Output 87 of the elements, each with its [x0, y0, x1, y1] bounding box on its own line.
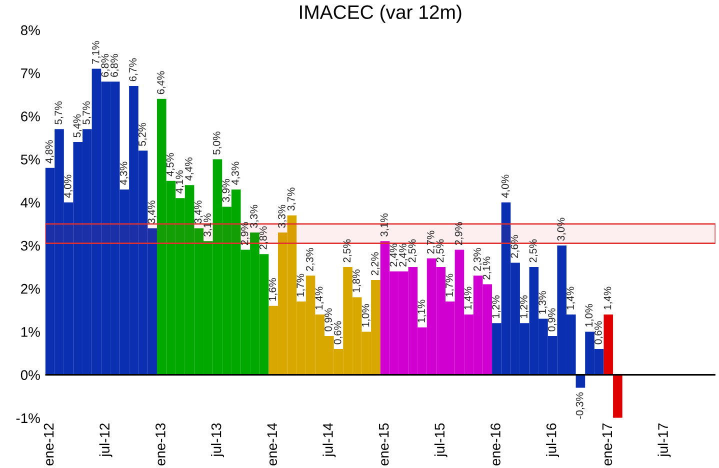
- data-label: 1,2%: [520, 295, 529, 318]
- data-label: 4,3%: [120, 162, 128, 185]
- data-label: 1,3%: [538, 291, 548, 314]
- y-tick-label: 3%: [20, 240, 40, 251]
- data-label: 5,4%: [73, 114, 82, 138]
- x-tick-label: jul-15: [434, 423, 448, 458]
- data-label: 4,8%: [45, 140, 54, 164]
- x-tick-label: jul-14: [322, 423, 336, 458]
- chart-title: IMACEC (var 12m): [300, 4, 462, 23]
- data-label: 0,6%: [334, 321, 342, 344]
- y-tick-label: 4%: [20, 198, 40, 208]
- bar: [576, 374, 586, 388]
- x-tick-label: ene-12: [44, 423, 54, 466]
- data-label: 4,3%: [232, 162, 240, 185]
- data-label: 5,7%: [54, 101, 64, 124]
- data-label: 4,5%: [166, 153, 175, 176]
- data-label: 3,1%: [380, 214, 390, 236]
- data-label: 1,4%: [566, 286, 576, 310]
- data-label: 1,4%: [315, 286, 324, 310]
- data-label: 2,4%: [399, 244, 408, 267]
- y-tick-label: 7%: [21, 68, 40, 78]
- data-label: 0,9%: [548, 308, 557, 332]
- data-label: 1,0%: [585, 304, 594, 327]
- data-label: 2,5%: [529, 239, 538, 262]
- data-label: 5,0%: [212, 132, 222, 155]
- data-label: 2,4%: [390, 244, 398, 267]
- data-label: 3,3%: [278, 204, 287, 228]
- data-label: 0,9%: [324, 308, 334, 332]
- data-label: 4,4%: [185, 157, 194, 181]
- y-tick-label: 2%: [21, 284, 40, 294]
- x-tick-label: ene-15: [379, 423, 389, 466]
- data-label: 2,9%: [240, 222, 250, 245]
- x-tick-label: jul-12: [99, 423, 112, 458]
- data-label: 2,5%: [436, 239, 445, 262]
- data-label: 5,7%: [82, 101, 92, 124]
- bar: [604, 314, 614, 375]
- data-label: 6,7%: [129, 58, 138, 82]
- data-label: 6,8%: [110, 54, 120, 77]
- data-label: 2,6%: [510, 235, 520, 258]
- x-tick-label: jul-16: [546, 423, 560, 458]
- y-tick-label: 6%: [21, 112, 40, 122]
- data-label: 2,2%: [371, 252, 380, 276]
- data-label: 3,9%: [222, 179, 231, 202]
- x-tick-label: ene-17: [602, 423, 612, 466]
- x-tick-label: ene-14: [267, 423, 278, 466]
- data-label: 2,8%: [259, 226, 268, 250]
- x-tick-label: ene-13: [156, 423, 166, 466]
- y-tick-label: 0%: [20, 370, 40, 380]
- data-label: 3,3%: [250, 204, 259, 228]
- data-label: 7,1%: [92, 41, 101, 64]
- data-label: 1,2%: [492, 295, 501, 318]
- data-label: 2,1%: [482, 256, 492, 280]
- data-label: 4,1%: [176, 170, 184, 194]
- data-label: 1,7%: [296, 274, 306, 296]
- data-label: 1,4%: [464, 286, 473, 310]
- data-label: 3,1%: [204, 214, 212, 236]
- data-label: 2,3%: [473, 248, 482, 271]
- bar: [613, 374, 622, 418]
- data-label: 1,4%: [604, 286, 612, 310]
- y-tick-label: 1%: [21, 327, 40, 337]
- x-tick-label: ene-16: [490, 423, 500, 466]
- data-label: 4,0%: [501, 174, 510, 198]
- data-label: -0,3%: [576, 392, 584, 419]
- y-tick-label: -1%: [16, 413, 40, 424]
- data-label: 2,5%: [343, 239, 352, 262]
- data-label: 2,5%: [408, 239, 417, 262]
- y-tick-label: 5%: [20, 154, 40, 164]
- data-label: 5,2%: [138, 122, 148, 146]
- data-label: 2,7%: [426, 230, 436, 254]
- data-label: 6,4%: [157, 71, 166, 94]
- data-label: 2,3%: [306, 248, 315, 271]
- x-tick-label: jul-13: [211, 423, 224, 458]
- data-label: 3,0%: [557, 218, 566, 241]
- x-tick-label: jul-17: [658, 423, 671, 458]
- data-label: 1,6%: [268, 278, 278, 301]
- data-label: 6,8%: [101, 54, 110, 77]
- data-label: 3,4%: [148, 200, 156, 224]
- data-label: 0,6%: [594, 321, 604, 344]
- data-label: 1,0%: [362, 304, 370, 327]
- data-label: 4,0%: [64, 174, 73, 198]
- data-label: 1,1%: [418, 300, 426, 322]
- data-label: 3,4%: [194, 200, 203, 224]
- data-label: 3,7%: [287, 188, 296, 211]
- data-label: 1,7%: [446, 274, 454, 296]
- data-label: 1,8%: [352, 270, 362, 292]
- data-label: 2,9%: [454, 222, 464, 245]
- y-tick-label: 8%: [20, 25, 40, 36]
